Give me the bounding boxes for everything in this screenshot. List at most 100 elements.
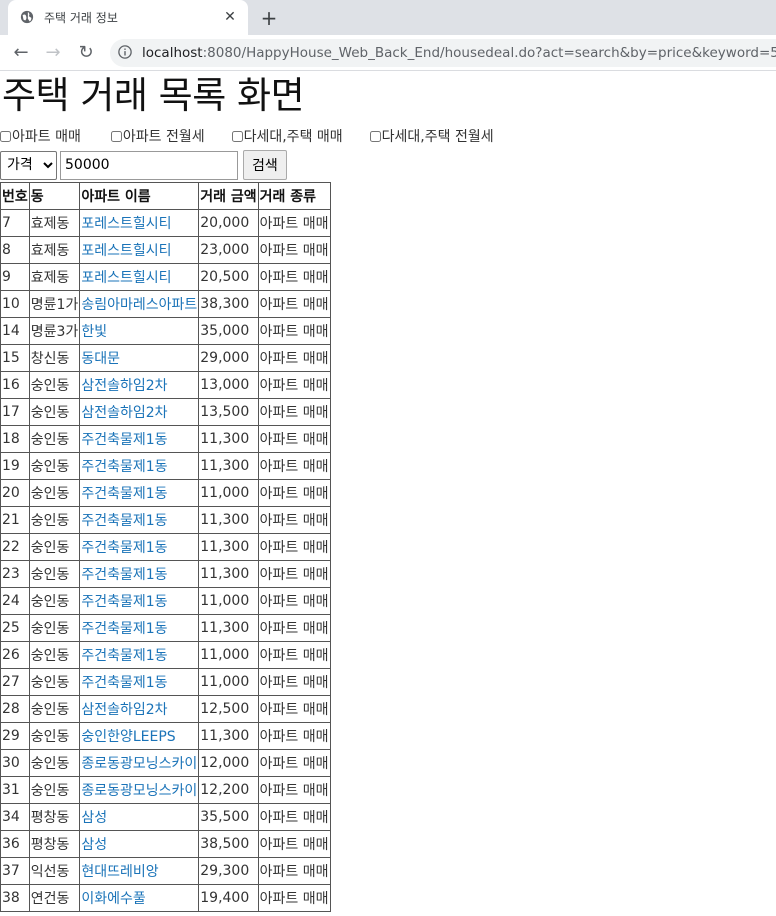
close-tab-icon[interactable]: ✕ (224, 9, 236, 25)
cell-price: 11,000 (198, 668, 259, 696)
table-row: 31 숭인동 종로동광모닝스카이 12,200 아파트 매매 (0, 776, 331, 804)
cell-price: 29,000 (198, 344, 259, 372)
apt-name-link[interactable]: 주건축물제1동 (81, 648, 168, 664)
apt-name-link[interactable]: 삼전솔하임2차 (81, 378, 168, 394)
apt-name-link[interactable]: 포레스트힐시티 (81, 270, 172, 286)
cell-apt-name: 이화에수풀 (79, 884, 200, 912)
cell-price: 11,000 (198, 479, 259, 507)
table-row: 8 효제동 포레스트힐시티 23,000 아파트 매매 (0, 236, 331, 264)
deal-type-filters: 아파트 매매 아파트 전월세 다세대,주택 매매 다세대,주택 전월세 (0, 125, 776, 147)
apt-name-link[interactable]: 동대문 (81, 351, 120, 367)
cell-no: 24 (0, 587, 30, 615)
cell-apt-name: 주건축물제1동 (79, 479, 200, 507)
cell-no: 7 (0, 209, 30, 237)
cell-deal-type: 아파트 매매 (257, 614, 331, 642)
apt-name-link[interactable]: 이화에수풀 (81, 891, 146, 907)
cell-price: 13,000 (198, 371, 259, 399)
page-content: 주택 거래 목록 화면 아파트 매매 아파트 전월세 다세대,주택 매매 다세대… (0, 71, 776, 912)
table-header-row: 번호 동 아파트 이름 거래 금액 거래 종류 (0, 182, 331, 210)
apt-name-link[interactable]: 주건축물제1동 (81, 594, 168, 610)
cell-no: 26 (0, 641, 30, 669)
cell-price: 11,300 (198, 533, 259, 561)
reload-icon[interactable]: ↻ (78, 42, 94, 63)
browser-tabstrip: 주택 거래 정보 ✕ + (0, 0, 776, 35)
apt-name-link[interactable]: 송림아마레스아파트 (81, 297, 198, 313)
cell-no: 19 (0, 452, 30, 480)
apt-name-link[interactable]: 포레스트힐시티 (81, 243, 172, 259)
filter-house-rent[interactable]: 다세대,주택 전월세 (369, 126, 494, 146)
cell-dong: 숭인동 (28, 668, 81, 696)
cell-dong: 창신동 (28, 344, 81, 372)
cell-apt-name: 종로동광모닝스카이 (79, 776, 200, 804)
search-by-select[interactable]: 가격 (0, 150, 57, 180)
address-bar[interactable]: localhost:8080/HappyHouse_Web_Back_End/h… (110, 39, 776, 67)
cell-deal-type: 아파트 매매 (257, 263, 331, 291)
cell-no: 15 (0, 344, 30, 372)
cell-price: 38,500 (198, 830, 259, 858)
apt-name-link[interactable]: 종로동광모닝스카이 (81, 783, 198, 799)
url-host: localhost (142, 45, 203, 61)
apt-name-link[interactable]: 삼성 (81, 837, 108, 853)
search-input[interactable] (60, 150, 238, 180)
header-deal-type: 거래 종류 (257, 182, 331, 210)
cell-apt-name: 포레스트힐시티 (79, 209, 200, 237)
table-row: 27 숭인동 주건축물제1동 11,000 아파트 매매 (0, 668, 331, 696)
apt-name-link[interactable]: 주건축물제1동 (81, 621, 168, 637)
filter-house-sale-checkbox[interactable] (231, 130, 243, 142)
filter-apt-rent-checkbox[interactable] (110, 130, 122, 142)
apt-name-link[interactable]: 주건축물제1동 (81, 567, 168, 583)
cell-deal-type: 아파트 매매 (257, 830, 331, 858)
filter-label: 아파트 전월세 (122, 129, 205, 145)
url-text[interactable]: localhost:8080/HappyHouse_Web_Back_End/h… (142, 45, 776, 61)
cell-no: 20 (0, 479, 30, 507)
table-row: 21 숭인동 주건축물제1동 11,300 아파트 매매 (0, 506, 331, 534)
cell-apt-name: 삼전솔하임2차 (79, 398, 200, 426)
browser-tab[interactable]: 주택 거래 정보 ✕ (8, 0, 248, 35)
cell-dong: 숭인동 (28, 506, 81, 534)
table-row: 34 평창동 삼성 35,500 아파트 매매 (0, 803, 331, 831)
apt-name-link[interactable]: 삼전솔하임2차 (81, 702, 168, 718)
filter-house-sale[interactable]: 다세대,주택 매매 (231, 126, 343, 146)
cell-price: 12,200 (198, 776, 259, 804)
cell-apt-name: 포레스트힐시티 (79, 263, 200, 291)
apt-name-link[interactable]: 삼성 (81, 810, 108, 826)
cell-dong: 숭인동 (28, 479, 81, 507)
filter-label: 다세대,주택 매매 (243, 129, 343, 145)
apt-name-link[interactable]: 포레스트힐시티 (81, 216, 172, 232)
apt-name-link[interactable]: 한빛 (81, 324, 108, 340)
apt-name-link[interactable]: 주건축물제1동 (81, 432, 168, 448)
cell-deal-type: 아파트 매매 (257, 722, 331, 750)
filter-apt-rent[interactable]: 아파트 전월세 (110, 126, 205, 146)
apt-name-link[interactable]: 현대뜨레비앙 (81, 864, 159, 880)
cell-dong: 숭인동 (28, 695, 81, 723)
cell-apt-name: 종로동광모닝스카이 (79, 749, 200, 777)
info-icon[interactable] (118, 45, 132, 59)
cell-price: 11,300 (198, 425, 259, 453)
cell-dong: 숭인동 (28, 587, 81, 615)
apt-name-link[interactable]: 주건축물제1동 (81, 675, 168, 691)
cell-no: 14 (0, 317, 30, 345)
cell-apt-name: 주건축물제1동 (79, 452, 200, 480)
filter-apt-sale-checkbox[interactable] (0, 130, 11, 142)
new-tab-icon[interactable]: + (260, 6, 278, 30)
apt-name-link[interactable]: 주건축물제1동 (81, 486, 168, 502)
filter-apt-sale[interactable]: 아파트 매매 (0, 126, 81, 146)
cell-no: 29 (0, 722, 30, 750)
forward-arrow-icon[interactable]: → (45, 42, 61, 63)
apt-name-link[interactable]: 삼전솔하임2차 (81, 405, 168, 421)
cell-deal-type: 아파트 매매 (257, 425, 331, 453)
header-no: 번호 (0, 182, 30, 210)
apt-name-link[interactable]: 주건축물제1동 (81, 540, 168, 556)
apt-name-link[interactable]: 주건축물제1동 (81, 513, 168, 529)
cell-deal-type: 아파트 매매 (257, 479, 331, 507)
cell-no: 10 (0, 290, 30, 318)
back-arrow-icon[interactable]: ← (13, 42, 29, 63)
table-row: 28 숭인동 삼전솔하임2차 12,500 아파트 매매 (0, 695, 331, 723)
url-path: :8080/HappyHouse_Web_Back_End/housedeal.… (202, 45, 776, 61)
filter-house-rent-checkbox[interactable] (369, 130, 381, 142)
apt-name-link[interactable]: 숭인한양LEEPS (81, 729, 176, 745)
apt-name-link[interactable]: 주건축물제1동 (81, 459, 168, 475)
apt-name-link[interactable]: 종로동광모닝스카이 (81, 756, 198, 772)
cell-no: 27 (0, 668, 30, 696)
search-button[interactable]: 검색 (243, 150, 287, 180)
